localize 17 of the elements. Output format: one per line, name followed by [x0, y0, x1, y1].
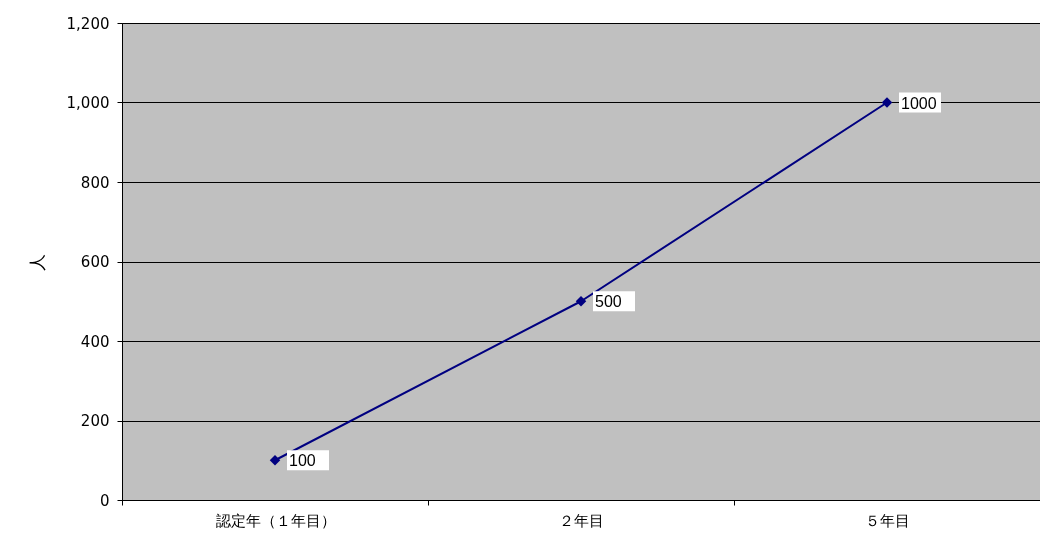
y-tick-label: 200: [80, 412, 110, 430]
data-label: 1000: [901, 94, 937, 112]
y-tick-label: 1,200: [66, 14, 110, 33]
y-tick-label: 800: [80, 173, 110, 192]
x-tick-label: ２年目: [559, 511, 604, 530]
y-tick-label: 600: [80, 253, 110, 271]
y-tick-label: 1,000: [66, 94, 110, 112]
data-label: 100: [289, 452, 316, 470]
y-tick-label: 400: [80, 332, 110, 351]
x-tick-label: ５年目: [865, 511, 910, 530]
data-label: 500: [595, 293, 622, 311]
point: [881, 97, 893, 108]
point: [575, 296, 587, 307]
y-tick-label: 0: [99, 491, 110, 510]
point: [269, 455, 281, 466]
y-axis-title: 人: [26, 253, 47, 271]
x-tick-label: 認定年（１年目）: [215, 511, 336, 530]
